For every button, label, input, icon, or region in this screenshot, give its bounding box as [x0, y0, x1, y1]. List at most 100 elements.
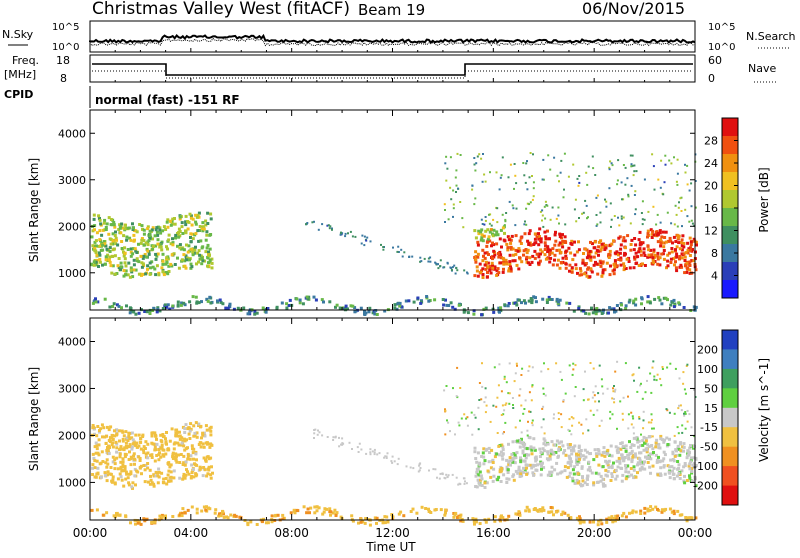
heatmap-cell	[525, 257, 528, 261]
heatmap-cell	[632, 248, 636, 252]
heatmap-cell	[613, 259, 617, 263]
heatmap-cell	[688, 476, 692, 480]
heatmap-cell	[643, 178, 646, 181]
heatmap-cell	[339, 232, 342, 235]
heatmap-cell	[315, 509, 319, 513]
heatmap-cell	[671, 241, 674, 245]
heatmap-cell	[134, 444, 138, 448]
heatmap-cell	[419, 260, 422, 263]
heatmap-cell	[98, 229, 102, 233]
heatmap-cell	[338, 445, 341, 448]
heatmap-cell	[453, 264, 456, 267]
heatmap-cell	[503, 409, 506, 412]
heatmap-cell	[93, 475, 97, 479]
heatmap-cell	[298, 301, 302, 305]
heatmap-cell	[125, 238, 129, 242]
heatmap-cell	[522, 459, 526, 463]
heatmap-cell	[200, 227, 204, 231]
heatmap-cell	[183, 448, 187, 452]
heatmap-cell	[176, 300, 180, 304]
heatmap-cell	[208, 445, 212, 449]
heatmap-cell	[189, 262, 193, 266]
heatmap-cell	[656, 213, 659, 216]
heatmap-cell	[560, 378, 563, 381]
heatmap-cell	[640, 296, 644, 300]
heatmap-cell	[595, 309, 599, 313]
heatmap-cell	[183, 259, 187, 263]
heatmap-cell	[587, 216, 589, 219]
heatmap-cell	[547, 154, 550, 157]
heatmap-cell	[635, 170, 638, 173]
heatmap-cell	[184, 473, 188, 477]
heatmap-cell	[567, 474, 571, 478]
heatmap-cell	[365, 452, 368, 455]
heatmap-cell	[685, 266, 689, 270]
heatmap-cell	[516, 471, 520, 475]
heatmap-cell	[558, 241, 562, 245]
heatmap-cell	[563, 469, 567, 473]
heatmap-cell	[161, 229, 165, 233]
heatmap-cell	[607, 465, 611, 469]
heatmap-cell	[178, 243, 182, 247]
heatmap-cell	[409, 510, 413, 513]
heatmap-cell	[522, 470, 526, 474]
heatmap-cell	[680, 244, 684, 248]
heatmap-cell	[145, 255, 149, 259]
heatmap-cell	[169, 223, 173, 227]
heatmap-cell	[285, 302, 289, 306]
heatmap-cell	[605, 205, 608, 208]
heatmap-cell	[433, 298, 437, 302]
heatmap-cell	[483, 256, 487, 260]
heatmap-cell	[544, 237, 548, 241]
heatmap-cell	[191, 250, 195, 254]
heatmap-cell	[317, 506, 321, 510]
heatmap-cell	[578, 273, 582, 277]
heatmap-cell	[481, 276, 485, 279]
heatmap-cell	[512, 407, 515, 409]
heatmap-cell	[548, 457, 552, 461]
heatmap-cell	[113, 234, 117, 237]
heatmap-cell	[686, 215, 689, 218]
heatmap-cell	[214, 508, 218, 512]
heatmap-cell	[160, 513, 164, 517]
heatmap-cell	[617, 456, 621, 460]
heatmap-cell	[183, 476, 187, 480]
heatmap-cell	[456, 269, 459, 272]
heatmap-cell	[182, 475, 186, 478]
heatmap-cell	[181, 232, 185, 235]
heatmap-cell	[666, 464, 670, 468]
velocity-colorbar-swatch	[722, 368, 738, 389]
heatmap-cell	[492, 255, 496, 259]
heatmap-cell	[532, 153, 534, 156]
heatmap-cell	[577, 444, 581, 448]
nsearch-tick-top: 10^5	[708, 22, 735, 33]
heatmap-cell	[501, 404, 504, 407]
heatmap-cell	[542, 225, 545, 228]
heatmap-cell	[519, 456, 522, 460]
heatmap-cell	[524, 220, 526, 223]
heatmap-cell	[573, 253, 577, 257]
heatmap-cell	[137, 242, 140, 246]
heatmap-cell	[125, 444, 129, 448]
heatmap-cell	[188, 258, 191, 262]
heatmap-cell	[275, 307, 279, 311]
heatmap-cell	[473, 203, 476, 206]
heatmap-cell	[685, 519, 689, 523]
heatmap-cell	[682, 442, 686, 446]
heatmap-cell	[659, 221, 662, 224]
heatmap-cell	[610, 218, 613, 221]
heatmap-cell	[555, 362, 558, 365]
heatmap-cell	[538, 455, 542, 458]
heatmap-cell	[382, 246, 385, 248]
heatmap-cell	[133, 247, 137, 251]
velocity-colorbar-tick-label: 100	[697, 363, 718, 376]
heatmap-cell	[614, 370, 617, 373]
heatmap-cell	[679, 197, 682, 200]
heatmap-cell	[554, 510, 558, 514]
heatmap-cell	[518, 475, 522, 478]
heatmap-cell	[615, 474, 619, 478]
heatmap-cell	[514, 234, 518, 238]
heatmap-cell	[209, 233, 213, 236]
heatmap-cell	[622, 216, 625, 219]
